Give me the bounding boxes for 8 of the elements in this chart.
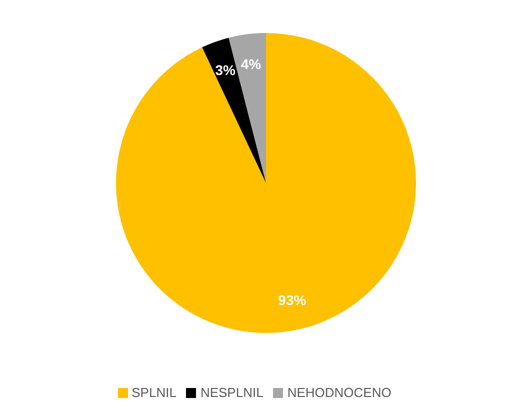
pie-slice [202,38,266,183]
data-label: 93% [278,292,307,308]
legend-label: NEHODNOCENO [287,385,392,400]
legend-label: SPLNIL [132,385,176,400]
data-label: 4% [240,56,262,72]
data-label: 3% [215,62,236,78]
legend-label: NESPLNIL [200,385,264,400]
pie-slice [116,33,416,333]
